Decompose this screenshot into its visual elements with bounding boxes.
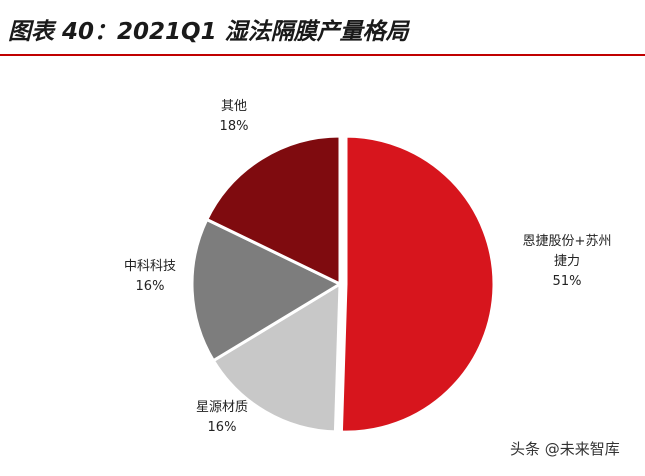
slice-name: 中科科技 — [123, 259, 176, 274]
pie-slice-1 — [339, 134, 496, 434]
slice-name: 其他 — [220, 99, 247, 114]
pie-slice-4 — [205, 134, 342, 286]
title-divider — [0, 54, 645, 56]
pie-slice-3 — [190, 217, 342, 363]
slice-value: 16% — [207, 420, 237, 435]
slice-label-3: 中科科技 16% — [124, 257, 176, 297]
slice-name: 捷力 — [553, 254, 580, 269]
slice-label-2: 星源材质 16% — [196, 398, 248, 438]
watermark: 头条 @未来智库 — [510, 440, 620, 458]
slice-name: 恩捷股份+苏州 — [522, 234, 612, 249]
slice-label-4: 其他 18% — [220, 97, 249, 137]
page-title: 图表 40：2021Q1 湿法隔膜产量格局 — [8, 19, 409, 45]
slice-value: 16% — [135, 279, 165, 294]
header: 图表 40：2021Q1 湿法隔膜产量格局 — [0, 0, 645, 62]
slice-label-1: 恩捷股份+苏州 捷力 51% — [523, 232, 612, 292]
slice-value: 18% — [219, 119, 249, 134]
pie-slice-2 — [211, 282, 342, 434]
slice-value: 51% — [552, 274, 582, 289]
slice-name: 星源材质 — [195, 400, 248, 415]
